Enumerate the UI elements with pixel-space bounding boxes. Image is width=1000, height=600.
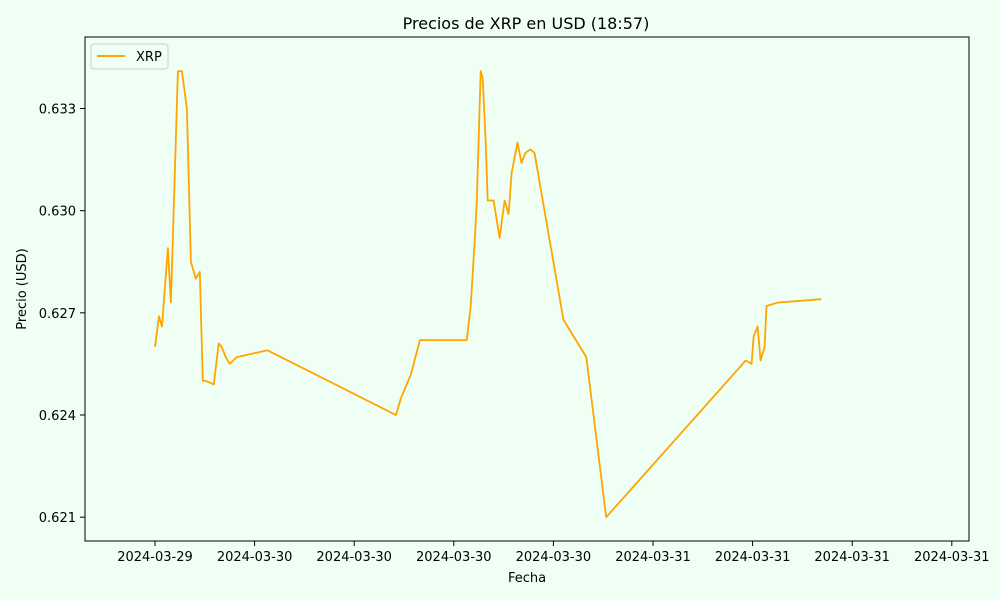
x-tick-label: 2024-03-29 [117, 550, 193, 565]
chart-title: Precios de XRP en USD (18:57) [403, 14, 650, 33]
y-tick-label: 0.627 [39, 307, 76, 322]
x-axis: 2024-03-29 2024-03-30 2024-03-30 2024-03-30… [117, 541, 990, 565]
y-axis-label: Precio (USD) [15, 248, 30, 329]
x-tick-label: 2024-03-30 [217, 550, 293, 565]
x-tick-label: 2024-03-31 [914, 550, 990, 565]
x-tick-label: 2024-03-31 [715, 550, 791, 565]
x-tick-label: 2024-03-30 [416, 550, 492, 565]
legend-box [90, 43, 169, 70]
y-tick-label: 0.621 [39, 511, 76, 526]
series-line-xrp [154, 70, 822, 519]
x-tick-label: 2024-03-31 [814, 550, 890, 565]
plot-area [84, 36, 970, 542]
y-axis: 0.621 0.624 0.627 0.630 0.633 [39, 103, 85, 526]
x-tick-label: 2024-03-30 [316, 550, 392, 565]
y-tick-label: 0.624 [39, 409, 76, 424]
legend: XRP [90, 43, 169, 70]
y-tick-label: 0.633 [39, 103, 76, 118]
x-tick-label: 2024-03-30 [516, 550, 592, 565]
x-axis-label: Fecha [508, 571, 546, 586]
legend-label: XRP [136, 50, 162, 65]
y-tick-label: 0.630 [39, 205, 76, 220]
series-layer [154, 70, 822, 519]
x-tick-label: 2024-03-31 [615, 550, 691, 565]
